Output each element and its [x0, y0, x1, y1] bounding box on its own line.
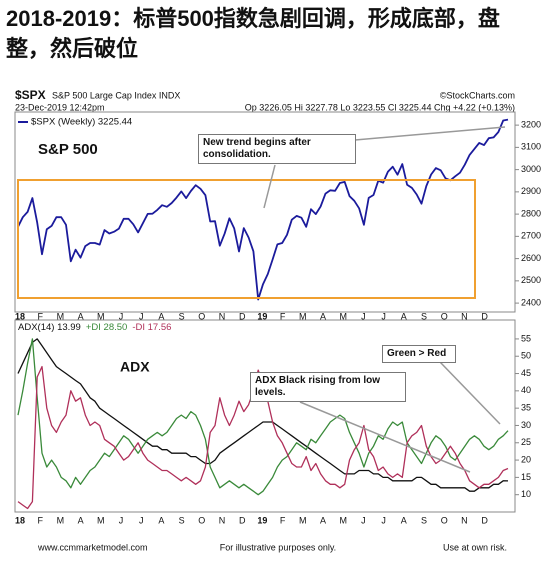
- y-tick-label: 40: [521, 385, 531, 395]
- footer: For illustrative purposes only.: [220, 542, 336, 552]
- x-tick-label: A: [320, 311, 326, 321]
- index-name: S&P 500 Large Cap Index INDX: [52, 90, 180, 100]
- x-tick-label: A: [401, 311, 407, 321]
- x-tick-label: N: [219, 515, 226, 525]
- x-tick-label: M: [57, 515, 65, 525]
- legend-label: -DI 17.56: [132, 322, 171, 333]
- x-tick-label: M: [97, 515, 105, 525]
- x-tick-label: J: [361, 311, 366, 321]
- x-tick-label: J: [381, 515, 386, 525]
- footer: www.ccmmarketmodel.com: [37, 542, 148, 552]
- symbol: $SPX: [15, 88, 46, 102]
- x-tick-label: M: [339, 515, 347, 525]
- y-tick-label: 2800: [521, 208, 541, 218]
- y-tick-label: 20: [521, 454, 531, 464]
- x-tick-label: M: [57, 311, 65, 321]
- x-tick-label: A: [401, 515, 407, 525]
- y-tick-label: 2400: [521, 297, 541, 307]
- panel-frame: [14, 319, 516, 513]
- x-tick-label: M: [339, 311, 347, 321]
- callout-pointer: [263, 164, 276, 209]
- page-title: 2018-2019：标普500指数急剧回调，形成底部，盘整，然后破位: [6, 6, 500, 61]
- x-tick-label: M: [97, 311, 105, 321]
- y-tick-label: 2600: [521, 253, 541, 263]
- y-tick-label: 55: [521, 333, 531, 343]
- annotation: New trend begins after consolidation.: [198, 134, 356, 164]
- y-tick-label: 2900: [521, 186, 541, 196]
- panel-frame: [14, 111, 516, 313]
- x-tick-label: A: [158, 311, 164, 321]
- x-tick-label: D: [239, 515, 246, 525]
- x-tick-label: 19: [257, 311, 267, 321]
- x-tick-label: J: [119, 515, 124, 525]
- x-tick-label: F: [37, 311, 43, 321]
- x-tick-label: O: [441, 311, 448, 321]
- x-tick-label: N: [461, 515, 468, 525]
- x-tick-label: O: [198, 515, 205, 525]
- y-tick-label: 3000: [521, 164, 541, 174]
- x-tick-label: S: [421, 311, 427, 321]
- x-tick-label: 19: [257, 515, 267, 525]
- y-tick-label: 3200: [521, 119, 541, 129]
- x-tick-label: A: [78, 515, 84, 525]
- x-tick-label: 18: [15, 515, 25, 525]
- data-line: [17, 338, 509, 492]
- annotation: Green > Red: [382, 345, 456, 363]
- x-tick-label: J: [119, 311, 124, 321]
- annotation: S&P 500: [38, 141, 98, 158]
- legend-label: $SPX (Weekly) 3225.44: [31, 117, 132, 128]
- x-tick-label: D: [481, 311, 488, 321]
- y-tick-label: 3100: [521, 142, 541, 152]
- source: ©StockCharts.com: [440, 90, 515, 100]
- x-tick-label: D: [239, 311, 246, 321]
- annotation: ADX Black rising from low levels.: [250, 372, 406, 402]
- x-tick-label: A: [78, 311, 84, 321]
- x-tick-label: S: [179, 311, 185, 321]
- y-tick-label: 30: [521, 420, 531, 430]
- y-tick-label: 2700: [521, 231, 541, 241]
- y-tick-label: 15: [521, 472, 531, 482]
- annotation: ADX: [120, 359, 150, 375]
- y-tick-label: 10: [521, 489, 531, 499]
- date: 23-Dec-2019 12:42pm: [15, 102, 105, 112]
- x-tick-label: J: [139, 515, 144, 525]
- x-tick-label: A: [320, 515, 326, 525]
- x-tick-label: F: [280, 311, 286, 321]
- data-line: [17, 118, 509, 301]
- x-tick-label: S: [421, 515, 427, 525]
- x-tick-label: 18: [15, 311, 25, 321]
- callout-pointer: [354, 126, 506, 141]
- quote: Op 3226.05 Hi 3227.78 Lo 3223.55 Cl 3225…: [245, 102, 515, 112]
- x-tick-label: F: [37, 515, 43, 525]
- legend: ADX(14) 13.99 +DI 28.50 -DI 17.56: [18, 322, 171, 333]
- x-tick-label: M: [299, 311, 307, 321]
- x-tick-label: S: [179, 515, 185, 525]
- x-tick-label: N: [219, 311, 226, 321]
- x-tick-label: J: [381, 311, 386, 321]
- callout-pointer: [439, 361, 501, 425]
- x-tick-label: M: [299, 515, 307, 525]
- x-tick-label: O: [198, 311, 205, 321]
- legend-label: +DI 28.50: [86, 322, 127, 333]
- y-tick-label: 2500: [521, 275, 541, 285]
- legend-label: ADX(14) 13.99: [18, 322, 81, 333]
- x-tick-label: N: [461, 311, 468, 321]
- y-tick-label: 25: [521, 437, 531, 447]
- y-tick-label: 50: [521, 351, 531, 361]
- footer: Use at own risk.: [443, 542, 507, 552]
- x-tick-label: F: [280, 515, 286, 525]
- x-tick-label: A: [158, 515, 164, 525]
- consolidation-box: [17, 179, 476, 299]
- y-tick-label: 35: [521, 403, 531, 413]
- x-tick-label: D: [481, 515, 488, 525]
- x-tick-label: J: [139, 311, 144, 321]
- y-tick-label: 45: [521, 368, 531, 378]
- callout-pointer: [299, 401, 471, 473]
- x-tick-label: J: [361, 515, 366, 525]
- x-tick-label: O: [441, 515, 448, 525]
